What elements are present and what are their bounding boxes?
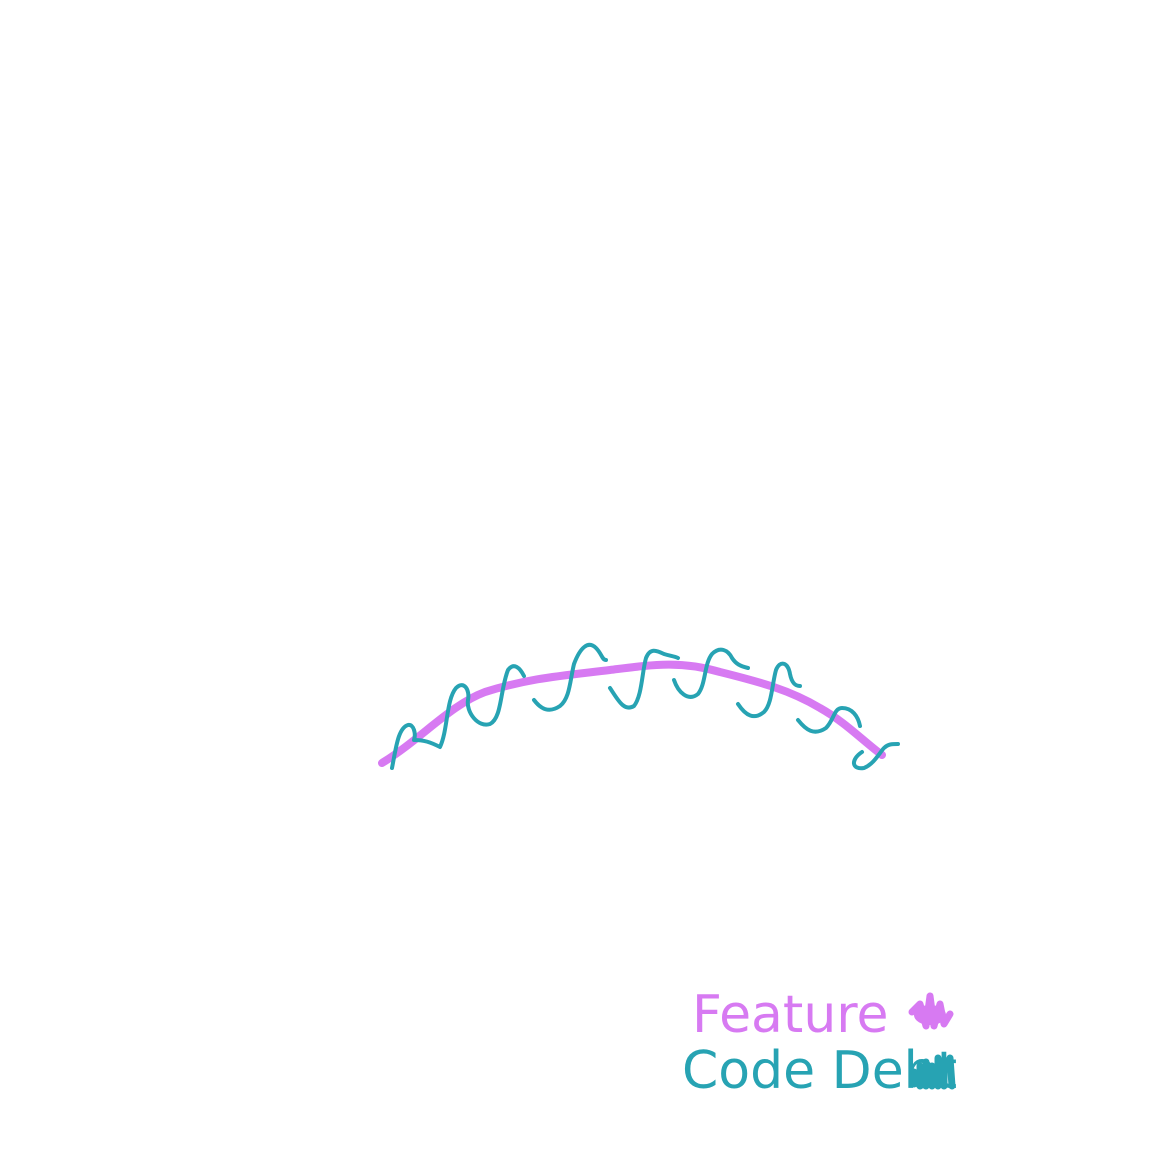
legend: Feature Code Debt: [682, 985, 957, 1101]
code-debt-line: [390, 642, 900, 771]
legend-feature-swatch: [908, 992, 954, 1030]
legend-code-debt-swatch: [910, 1054, 956, 1090]
feature-line: [378, 660, 886, 767]
legend-feature-label: Feature: [692, 985, 889, 1045]
